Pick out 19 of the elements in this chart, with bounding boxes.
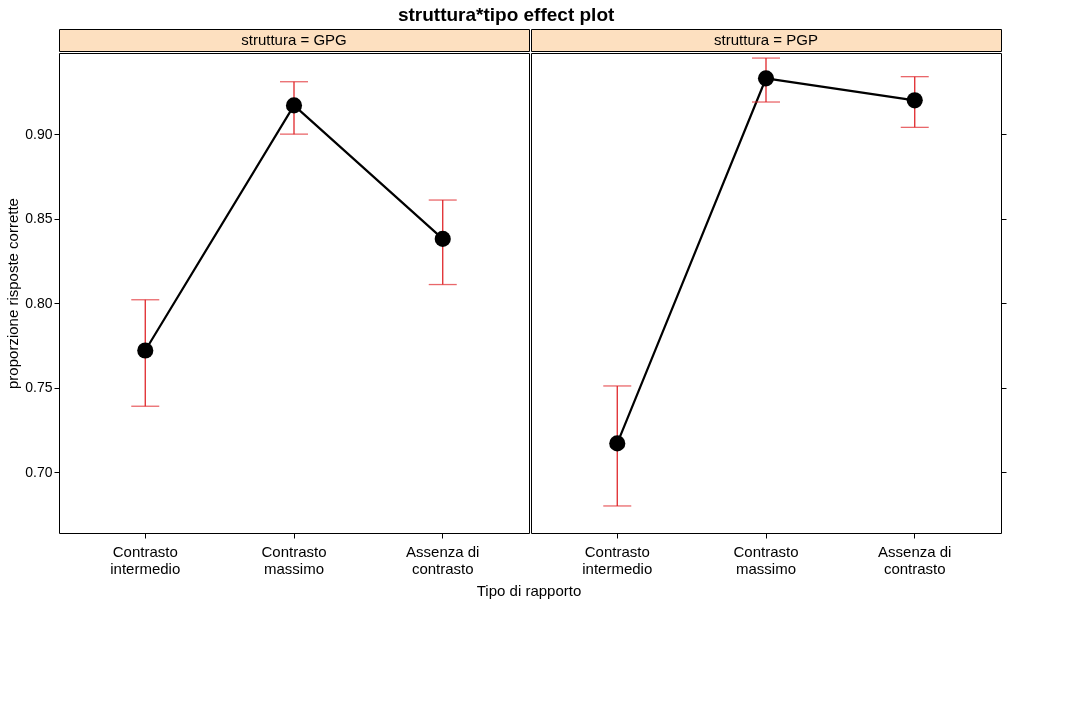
chart-subtitle: struttura = GPG (241, 31, 347, 48)
y-tick-label: 0.75 (25, 379, 53, 396)
x-tick-label: Contrasto massimo (733, 542, 799, 577)
chart-title: struttura*tipo effect plot (397, 3, 615, 25)
x-tick-label: Contrasto intermedio (582, 542, 653, 577)
x-tick-label: Assenza di contrasto (878, 542, 952, 577)
point (434, 230, 451, 247)
chart-subtitle: struttura = PGP (714, 31, 818, 48)
point (285, 97, 303, 114)
y-tick-label: 0.80 (25, 294, 53, 311)
y-tick-label: 0.85 (25, 210, 53, 227)
y-tick-label: 0.70 (25, 463, 53, 480)
x-tick-label: Assenza di contrasto (406, 542, 480, 577)
point (137, 342, 154, 359)
y-axis-title: proporzione risposte corrette (4, 198, 22, 389)
x-tick-label: Contrasto intermedio (110, 542, 181, 577)
y-tick-label: 0.90 (25, 125, 53, 142)
x-axis-title: Tipo di rapporto (476, 582, 582, 599)
x-tick-label: Contrasto massimo (261, 542, 327, 577)
